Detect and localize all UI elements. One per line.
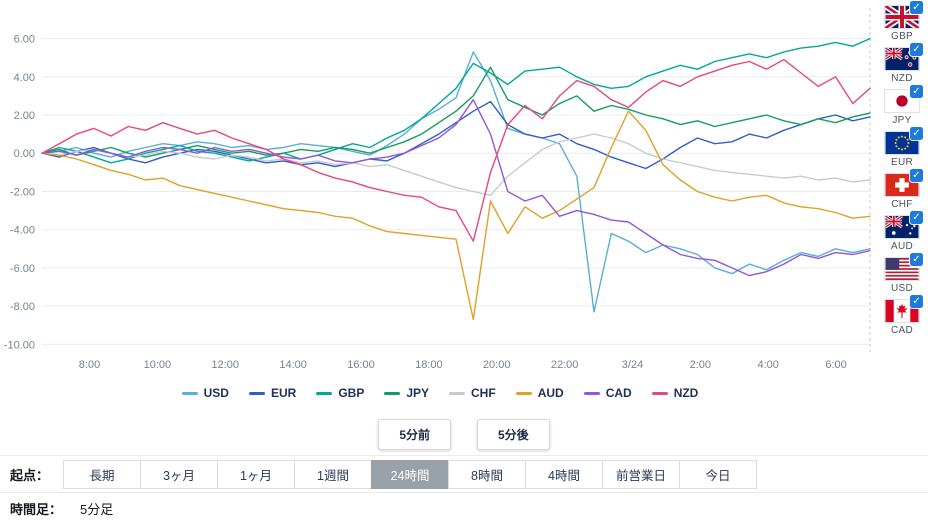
origin-label: 起点： bbox=[10, 467, 50, 483]
currency-code-label: CHF bbox=[891, 199, 913, 210]
series-line-gbp bbox=[41, 37, 871, 164]
us-flag bbox=[884, 257, 920, 281]
origin-tab-24h[interactable]: 24時間 bbox=[371, 459, 450, 489]
y-axis-label: -8.00 bbox=[10, 301, 35, 313]
checkbox-gbp[interactable]: ✓ bbox=[910, 1, 923, 14]
currency-toggle-aud: ✓ AUD bbox=[881, 211, 923, 252]
currency-code-label: EUR bbox=[890, 157, 913, 168]
currency-toggle-gbp: ✓ GBP bbox=[881, 1, 923, 42]
prev-5min-button[interactable]: 5分前 bbox=[378, 419, 451, 450]
legend-label: AUD bbox=[537, 386, 564, 400]
x-axis-label: 18:00 bbox=[415, 359, 443, 371]
checkbox-nzd[interactable]: ✓ bbox=[910, 43, 923, 56]
currency-toggle-cad: ✓ CAD bbox=[881, 295, 923, 336]
legend-label: JPY bbox=[406, 386, 430, 400]
legend-label: GBP bbox=[338, 386, 365, 400]
currency-toggle-usd: ✓ USD bbox=[881, 253, 923, 294]
origin-tab-3m[interactable]: 3ヶ月 bbox=[140, 459, 219, 489]
legend-label: CHF bbox=[471, 386, 496, 400]
origin-tab-1w[interactable]: 1週間 bbox=[294, 459, 373, 489]
legend-item-nzd[interactable]: NZD bbox=[651, 386, 699, 400]
series-line-cad bbox=[41, 98, 871, 277]
legend-item-eur[interactable]: EUR bbox=[248, 386, 297, 400]
origin-tab-prev-day[interactable]: 前営業日 bbox=[602, 459, 681, 489]
checkbox-aud[interactable]: ✓ bbox=[910, 211, 923, 224]
x-axis-label: 12:00 bbox=[211, 359, 239, 371]
legend-item-aud[interactable]: AUD bbox=[515, 386, 564, 400]
x-axis-label: 14:00 bbox=[279, 359, 307, 371]
legend-item-jpy[interactable]: JPY bbox=[384, 386, 429, 400]
x-axis-label: 20:00 bbox=[483, 359, 511, 371]
origin-tab-long[interactable]: 長期 bbox=[63, 459, 142, 489]
y-axis-label: -2.00 bbox=[10, 187, 35, 199]
legend-swatch bbox=[181, 391, 198, 395]
currency-toggle-eur: ✓ EUR bbox=[881, 127, 923, 168]
x-axis-label: 4:00 bbox=[757, 359, 778, 371]
legend-item-chf[interactable]: CHF bbox=[449, 386, 496, 400]
y-axis-label: 6.00 bbox=[14, 34, 35, 46]
y-axis-label: -4.00 bbox=[10, 225, 35, 237]
timeframe-label: 時間足： bbox=[10, 502, 63, 517]
timeframe-row: 時間足： 5分足 bbox=[0, 493, 928, 524]
origin-tab-today[interactable]: 今日 bbox=[679, 459, 758, 489]
origin-row: 起点： 長期 3ヶ月 1ヶ月 1週間 24時間 8時間 4時間 前営業日 今日 bbox=[0, 455, 928, 493]
legend-swatch bbox=[449, 391, 466, 395]
y-axis-label: -6.00 bbox=[10, 263, 35, 275]
x-axis-label: 2:00 bbox=[690, 359, 711, 371]
currency-toggle-nzd: ✓ NZD bbox=[881, 43, 923, 84]
y-axis-label: 2.00 bbox=[14, 110, 35, 122]
checkbox-eur[interactable]: ✓ bbox=[910, 127, 923, 140]
legend-swatch bbox=[515, 391, 532, 395]
origin-tab-4h[interactable]: 4時間 bbox=[525, 459, 604, 489]
legend-label: EUR bbox=[270, 386, 297, 400]
legend-item-usd[interactable]: USD bbox=[181, 386, 229, 400]
currency-code-label: CAD bbox=[890, 325, 913, 336]
x-axis-label: 6:00 bbox=[825, 359, 846, 371]
legend-label: NZD bbox=[673, 386, 699, 400]
chart-legend: USD EUR GBP JPY CHF AUD CAD NZD bbox=[0, 386, 880, 400]
next-5min-button[interactable]: 5分後 bbox=[477, 419, 550, 450]
series-line-usd bbox=[41, 51, 871, 313]
x-axis-label: 3/24 bbox=[622, 359, 643, 371]
y-axis-label: 0.00 bbox=[14, 148, 35, 160]
checkbox-usd[interactable]: ✓ bbox=[910, 253, 923, 266]
currency-code-label: AUD bbox=[890, 241, 913, 252]
y-axis-label: -10.00 bbox=[4, 339, 35, 351]
legend-swatch bbox=[316, 391, 333, 395]
x-axis-label: 10:00 bbox=[144, 359, 172, 371]
legend-item-cad[interactable]: CAD bbox=[583, 386, 632, 400]
series-line-nzd bbox=[41, 58, 871, 242]
x-axis-label: 22:00 bbox=[551, 359, 579, 371]
currency-code-label: GBP bbox=[890, 31, 914, 42]
origin-tab-1m[interactable]: 1ヶ月 bbox=[217, 459, 296, 489]
currency-toggle-sidebar: ✓ GBP ✓ NZD ✓ JPY ✓ EUR ✓ CHF ✓ AUD ✓ USD ✓ CAD bbox=[879, 1, 925, 336]
x-axis-label: 16:00 bbox=[347, 359, 375, 371]
timeframe-value: 5分足 bbox=[80, 502, 114, 517]
origin-tab-8h[interactable]: 8時間 bbox=[448, 459, 527, 489]
legend-swatch bbox=[583, 391, 600, 395]
series-line-chf bbox=[41, 133, 871, 197]
checkbox-jpy[interactable]: ✓ bbox=[910, 85, 923, 98]
currency-code-label: NZD bbox=[891, 73, 913, 84]
origin-tab-group: 長期 3ヶ月 1ヶ月 1週間 24時間 8時間 4時間 前営業日 今日 bbox=[63, 459, 758, 489]
legend-swatch bbox=[384, 391, 401, 395]
legend-swatch bbox=[651, 391, 668, 395]
currency-code-label: JPY bbox=[892, 115, 912, 126]
canada-flag bbox=[884, 299, 920, 323]
checkbox-cad[interactable]: ✓ bbox=[910, 295, 923, 308]
currency-code-label: USD bbox=[890, 283, 913, 294]
currency-toggle-jpy: ✓ JPY bbox=[881, 85, 923, 126]
y-axis-label: 4.00 bbox=[14, 72, 35, 84]
x-axis-label: 8:00 bbox=[79, 359, 100, 371]
series-line-aud bbox=[41, 110, 871, 321]
time-stepper-group: 5分前 5分後 bbox=[0, 419, 928, 450]
currency-strength-line-chart[interactable]: 6.00 4.00 2.00 0.00 -2.00 -4.00 -6.00 -8.00 -10.… bbox=[0, 0, 880, 378]
checkbox-chf[interactable]: ✓ bbox=[910, 169, 923, 182]
legend-swatch bbox=[248, 391, 265, 395]
currency-toggle-chf: ✓ CHF bbox=[881, 169, 923, 210]
legend-item-gbp[interactable]: GBP bbox=[316, 386, 364, 400]
legend-label: CAD bbox=[605, 386, 632, 400]
legend-label: USD bbox=[203, 386, 229, 400]
